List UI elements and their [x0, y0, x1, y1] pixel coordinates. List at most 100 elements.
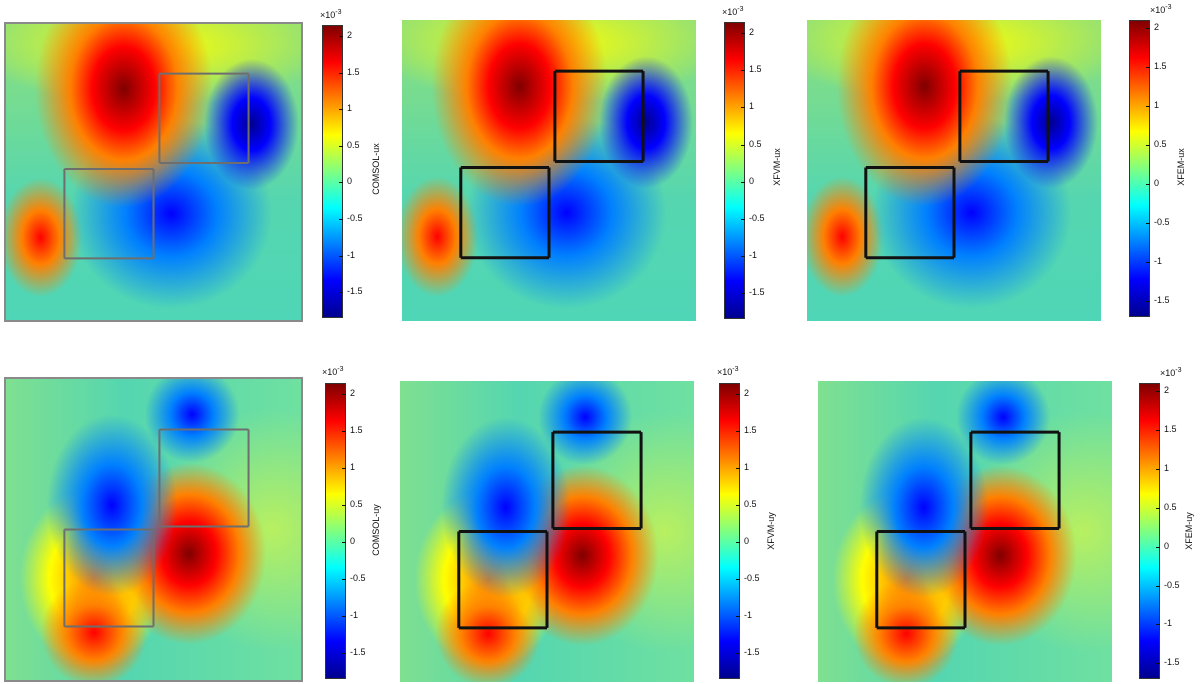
colorbar-tick-mark — [736, 542, 740, 544]
colorbar-tick-label: 0.5 — [749, 138, 762, 149]
colorbar-exponent: ×10-3 — [1150, 4, 1172, 15]
colorbar-tick-label: -1.5 — [347, 286, 363, 297]
crack-overlay — [457, 430, 643, 630]
exponent-base: ×10 — [322, 367, 338, 377]
colorbar-tick-mark — [741, 107, 745, 109]
colorbar-exponent: ×10-3 — [722, 6, 744, 17]
colorbar-tick-label: 1 — [1164, 462, 1170, 473]
colorbar-tick-mark — [339, 255, 343, 257]
colorbar-tick-mark — [339, 35, 343, 37]
colorbar-tick-mark — [1156, 624, 1160, 626]
exponent-power: -3 — [337, 366, 344, 373]
colorbar-tick-label: 1 — [744, 462, 750, 473]
colorbar-exponent: ×10-3 — [322, 366, 344, 377]
colorbar-gradient — [322, 25, 343, 318]
colorbar-tick-label: -1.5 — [1154, 295, 1170, 306]
colorbar-tick-mark — [339, 72, 343, 74]
colorbar-tick-mark — [1156, 546, 1160, 548]
colorbar-tick-label: 1.5 — [744, 425, 757, 436]
colorbar-tick-label: -1 — [1154, 256, 1163, 267]
colorbar-tick-label: 0 — [749, 175, 755, 186]
colorbar-tick-label: 0.5 — [1164, 501, 1177, 512]
colorbar-tick-label: -0.5 — [1164, 579, 1180, 590]
colorbar-tick-mark — [736, 653, 740, 655]
heatmap-xfvm-ux — [402, 20, 696, 321]
colorbar-tick-mark — [1146, 145, 1150, 147]
colorbar-tick-label: 2 — [350, 388, 356, 399]
colorbar-tick-mark — [1146, 184, 1150, 186]
colorbar-tick-label: -1 — [1164, 618, 1173, 629]
colorbar-tick-mark — [1156, 468, 1160, 470]
colorbar-exponent: ×10-3 — [1160, 367, 1182, 378]
colorbar-tick-label: 1.5 — [1154, 60, 1167, 71]
exponent-power: -3 — [1175, 367, 1182, 374]
exponent-base: ×10 — [717, 367, 733, 377]
colorbar-tick-mark — [1156, 663, 1160, 665]
colorbar-exponent: ×10-3 — [717, 366, 739, 377]
colorbar-tick-mark — [1146, 223, 1150, 225]
colorbar-tick-mark — [342, 505, 346, 507]
colorbar-tick-mark — [342, 579, 346, 581]
colorbar-tick-label: -0.5 — [749, 212, 765, 223]
colorbar-exponent: ×10-3 — [320, 9, 342, 20]
colorbar-tick-label: -1 — [744, 610, 753, 621]
colorbar-tick-label: 2 — [749, 27, 755, 38]
colorbar-label: COMSOL-ux — [370, 143, 381, 195]
colorbar-label: XFEM-uy — [1183, 512, 1194, 550]
colorbar-tick-label: -0.5 — [350, 573, 366, 584]
heatmap-xfem-uy — [818, 381, 1112, 682]
colorbar-tick-label: -0.5 — [744, 573, 760, 584]
colorbar-tick-label: -1.5 — [350, 647, 366, 658]
colorbar-tick-label: 1.5 — [347, 66, 360, 77]
colorbar-tick-mark — [1146, 66, 1150, 68]
colorbar-tick-mark — [339, 109, 343, 111]
colorbar-tick-label: 0 — [1154, 178, 1160, 189]
colorbar-tick-mark — [736, 505, 740, 507]
colorbar-tick-mark — [741, 70, 745, 72]
colorbar-tick-mark — [342, 542, 346, 544]
colorbar-tick-label: 1 — [347, 103, 353, 114]
colorbar-tick-mark — [339, 219, 343, 221]
heatmap-comsol-uy — [4, 377, 303, 682]
colorbar-tick-mark — [736, 394, 740, 396]
exponent-base: ×10 — [1160, 368, 1176, 378]
colorbar-tick-label: 0.5 — [350, 499, 363, 510]
colorbar-tick-mark — [741, 218, 745, 220]
colorbar-tick-label: 1.5 — [350, 425, 363, 436]
colorbar-tick-label: 1.5 — [1164, 423, 1177, 434]
crack-overlay — [864, 69, 1050, 260]
colorbar-tick-mark — [1156, 429, 1160, 431]
colorbar-tick-label: -1.5 — [1164, 657, 1180, 668]
colorbar-tick-mark — [342, 394, 346, 396]
colorbar-tick-label: 0 — [1164, 540, 1170, 551]
colorbar-tick-mark — [741, 293, 745, 294]
colorbar-tick-label: 0.5 — [744, 499, 757, 510]
colorbar-tick-mark — [741, 181, 745, 183]
colorbar-tick-label: 1 — [749, 101, 755, 112]
colorbar-tick-label: 2 — [1164, 384, 1170, 395]
colorbar-tick-label: 2 — [347, 29, 353, 40]
colorbar-tick-mark — [736, 579, 740, 581]
colorbar-tick-mark — [1156, 585, 1160, 587]
colorbar-label: XFVM-ux — [771, 148, 782, 186]
colorbar-tick-mark — [736, 468, 740, 470]
colorbar-tick-mark — [736, 431, 740, 433]
colorbar-label: COMSOL-uy — [370, 504, 381, 556]
colorbar-tick-label: 0.5 — [347, 139, 360, 150]
colorbar-tick-mark — [741, 255, 745, 257]
heatmap-comsol-ux — [4, 22, 303, 322]
exponent-power: -3 — [1165, 4, 1172, 11]
colorbar-tick-label: 0 — [350, 536, 356, 547]
exponent-base: ×10 — [722, 7, 738, 17]
colorbar-tick-label: 2 — [1154, 21, 1160, 32]
colorbar-gradient — [719, 383, 740, 679]
crack-overlay — [459, 69, 645, 260]
colorbar-tick-label: -1 — [347, 249, 356, 260]
colorbar-tick-mark — [741, 33, 745, 35]
colorbar-tick-mark — [1146, 262, 1150, 264]
crack-overlay — [63, 428, 250, 628]
exponent-power: -3 — [335, 9, 342, 16]
colorbar-tick-label: -1 — [749, 249, 758, 260]
colorbar-tick-label: -1.5 — [749, 287, 765, 297]
colorbar-gradient — [325, 383, 346, 679]
